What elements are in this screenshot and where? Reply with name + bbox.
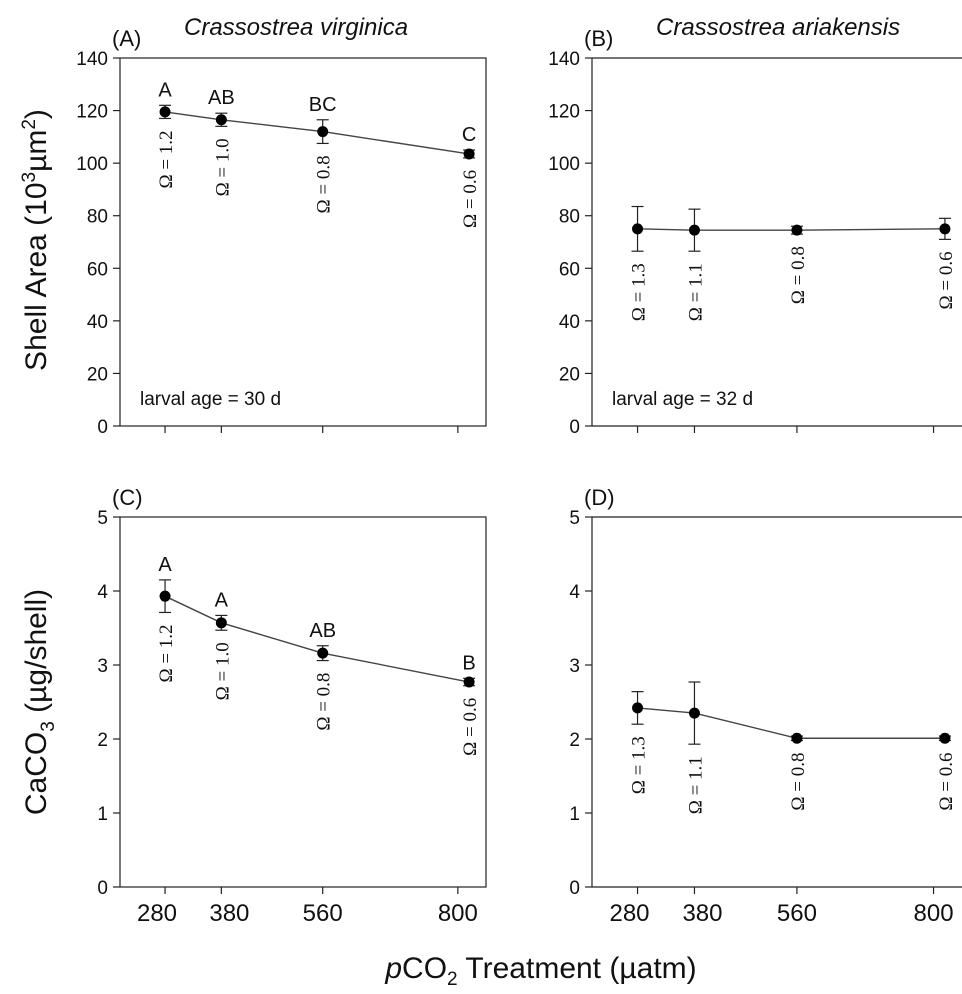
- panel-c-point-3: [463, 676, 475, 688]
- panel-d-omega-label-1: Ω = 1.1: [685, 756, 706, 814]
- panel-c-point-2: [317, 647, 329, 659]
- panel-d-x-tick-label-2: 560: [777, 900, 817, 927]
- panel-d-y-tick-label-1: 1: [569, 804, 580, 825]
- panel-a-series-line: [164, 111, 470, 155]
- panel-a-annotation: larval age = 30 d: [140, 389, 281, 410]
- panel-a-y-tick-label-3: 60: [87, 259, 108, 280]
- panel-a-point-2: [317, 126, 329, 138]
- panel-d-y-tick-label-5: 5: [569, 508, 580, 529]
- panel-a-y-tick-label-4: 80: [87, 207, 108, 228]
- panel-c-x-tick-label-1: 380: [209, 900, 249, 927]
- panel-a-sig-letter-0: A: [158, 79, 172, 101]
- panel-a-y-tick-label-0: 0: [97, 417, 108, 438]
- panel-c-sig-letter-0: A: [158, 554, 172, 576]
- panel-a-point-0: [159, 106, 171, 118]
- panel-a-letter: (A): [112, 26, 141, 51]
- panel-a-y-tick-label-6: 120: [76, 102, 108, 123]
- panel-c: 0 1 2 3 4 5 280 380 560 800 (C) A Ω = 1.2 A Ω = 1.0 AB Ω…: [97, 485, 487, 927]
- panel-b-series-line: [637, 228, 945, 231]
- panel-b-y-tick-label-0: 0: [569, 417, 580, 438]
- panel-a-y-tick-label-1: 20: [87, 364, 108, 385]
- panel-d-omega-label-3: Ω = 0.6: [936, 752, 957, 810]
- panel-b-y-tick-label-7: 140: [548, 49, 580, 70]
- panel-d-y-tick-label-4: 4: [569, 582, 580, 603]
- panel-b-omega-label-3: Ω = 0.6: [936, 251, 957, 309]
- panel-d-x-tick-label-3: 800: [914, 900, 954, 927]
- panel-b: 0 20 40 60 80 100 120 140(B) Crassostrea ariaken…: [548, 14, 962, 438]
- y-axis-label-shell-area: Shell Area (103µm2): [19, 109, 53, 371]
- panel-d-point-0: [632, 702, 644, 714]
- panel-b-point-3: [939, 223, 951, 235]
- panel-b-y-tick-label-3: 60: [559, 259, 580, 280]
- x-axis-label: pCO2 Treatment (µatm): [384, 952, 696, 990]
- panel-d-x-tick-label-1: 380: [682, 900, 722, 927]
- panel-a-omega-label-2: Ω = 0.8: [314, 155, 335, 213]
- panel-c-letter: (C): [112, 485, 143, 510]
- panel-a-y-tick-label-5: 100: [76, 154, 108, 175]
- panel-b-omega-label-0: Ω = 1.3: [629, 263, 650, 321]
- panel-c-sig-letter-1: A: [215, 589, 229, 611]
- panel-a-y-tick-label-2: 40: [87, 312, 108, 333]
- panel-d-y-tick-label-3: 3: [569, 656, 580, 677]
- panel-a-omega-label-0: Ω = 1.2: [156, 130, 177, 188]
- panel-c-y-tick-label-3: 3: [97, 656, 108, 677]
- panel-c-sig-letter-3: B: [462, 652, 475, 674]
- panel-d: 0 1 2 3 4 5 280 380 560 800 (D) Ω = 1.3 Ω = 1.1 Ω = 0…: [569, 485, 962, 927]
- panel-c-point-0: [159, 590, 171, 602]
- panel-c-omega-label-2: Ω = 0.8: [314, 673, 335, 731]
- panel-d-x-tick-label-0: 280: [609, 900, 649, 927]
- panel-b-y-tick-label-1: 20: [559, 364, 580, 385]
- panel-c-y-tick-label-0: 0: [97, 878, 108, 899]
- panel-d-point-1: [688, 707, 700, 719]
- panel-c-omega-label-0: Ω = 1.2: [156, 624, 177, 682]
- panel-c-x-tick-label-2: 560: [303, 900, 343, 927]
- panel-b-y-tick-label-4: 80: [559, 207, 580, 228]
- panel-d-y-tick-label-0: 0: [569, 878, 580, 899]
- panel-c-sig-letter-2: AB: [309, 620, 336, 642]
- panel-c-frame: [119, 516, 487, 888]
- panel-d-point-2: [791, 732, 803, 744]
- panel-c-x-tick-label-0: 280: [137, 900, 177, 927]
- panel-c-y-tick-label-1: 1: [97, 804, 108, 825]
- panel-d-omega-label-2: Ω = 0.8: [788, 752, 809, 810]
- panel-d-letter: (D): [584, 485, 615, 510]
- panel-a-point-1: [215, 114, 227, 126]
- panel-b-point-0: [632, 223, 644, 235]
- panel-c-omega-label-1: Ω = 1.0: [212, 642, 233, 700]
- panel-c-omega-label-3: Ω = 0.6: [460, 698, 481, 756]
- panel-a-omega-label-1: Ω = 1.0: [212, 138, 233, 196]
- panel-b-y-tick-label-2: 40: [559, 312, 580, 333]
- panel-c-y-tick-label-5: 5: [97, 508, 108, 529]
- panel-c-point-1: [215, 617, 227, 629]
- panel-a-frame: [119, 57, 487, 427]
- panel-b-point-2: [791, 224, 803, 236]
- panel-b-annotation: larval age = 32 d: [612, 389, 753, 410]
- panel-d-series-line: [637, 707, 945, 739]
- panel-b-letter: (B): [584, 26, 613, 51]
- panel-b-omega-label-1: Ω = 1.1: [685, 263, 706, 321]
- panel-a-title: Crassostrea virginica: [184, 14, 408, 41]
- panel-b-omega-label-2: Ω = 0.8: [788, 246, 809, 304]
- panel-b-point-1: [688, 224, 700, 236]
- panel-a-sig-letter-2: BC: [309, 94, 337, 116]
- panel-c-y-tick-label-4: 4: [97, 582, 108, 603]
- panel-a-y-tick-label-7: 140: [76, 49, 108, 70]
- panel-c-y-tick-label-2: 2: [97, 730, 108, 751]
- panel-b-title: Crassostrea ariakensis: [656, 14, 900, 41]
- panel-d-point-3: [939, 732, 951, 744]
- panel-c-series-line: [164, 595, 470, 683]
- panel-a: 0 20 40 60 80 100 120 140(A) Crassostrea virgini…: [76, 14, 487, 438]
- panel-b-y-tick-label-6: 120: [548, 102, 580, 123]
- panel-d-omega-label-0: Ω = 1.3: [629, 736, 650, 794]
- y-axis-label-caco3: CaCO3 (µg/shell): [20, 589, 59, 815]
- panel-c-x-tick-label-3: 800: [438, 900, 478, 927]
- panel-a-sig-letter-3: C: [462, 124, 476, 146]
- panel-b-y-tick-label-5: 100: [548, 154, 580, 175]
- panel-a-sig-letter-1: AB: [208, 87, 235, 109]
- panel-a-point-3: [463, 148, 475, 160]
- panel-d-y-tick-label-2: 2: [569, 730, 580, 751]
- panel-a-omega-label-3: Ω = 0.6: [460, 170, 481, 228]
